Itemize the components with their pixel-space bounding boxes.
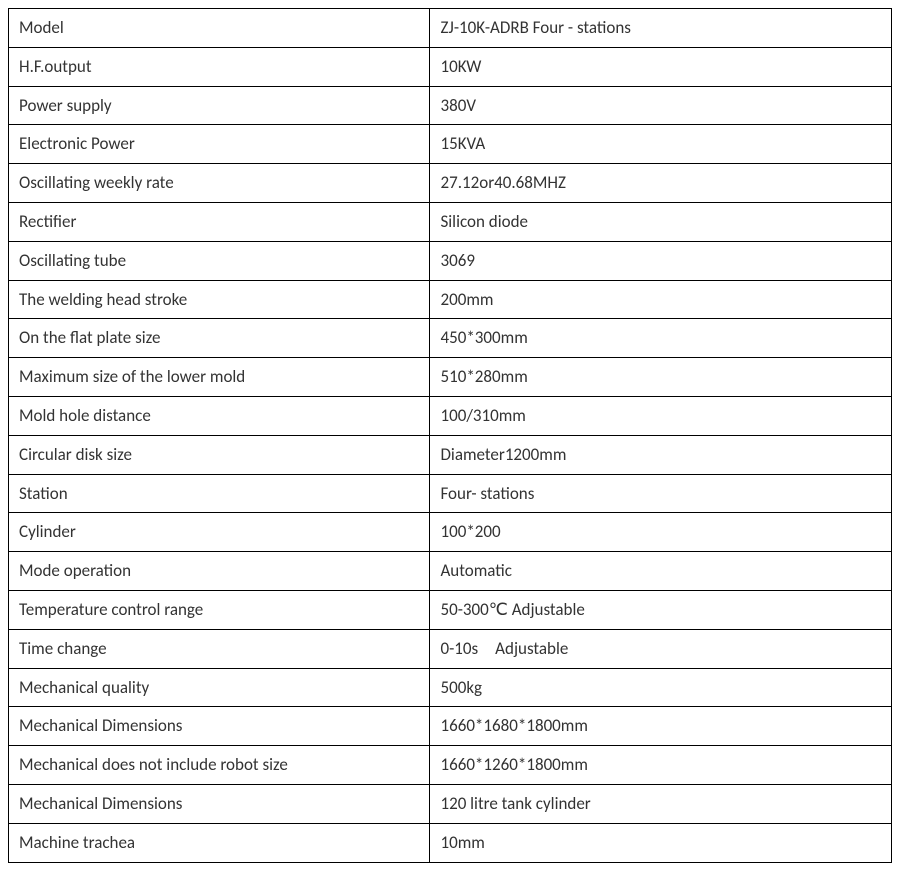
table-row: ModelZJ-10K-ADRB Four - stations <box>9 9 892 48</box>
spec-value: 15KVA <box>430 125 892 164</box>
spec-value: 3069 <box>430 241 892 280</box>
spec-value: 10mm <box>430 823 892 862</box>
spec-label: Mold hole distance <box>9 396 430 435</box>
table-row: Mechanical Dimensions1660*1680*1800mm <box>9 707 892 746</box>
spec-label: Electronic Power <box>9 125 430 164</box>
table-row: Machine trachea10mm <box>9 823 892 862</box>
spec-label: Mechanical Dimensions <box>9 707 430 746</box>
spec-value: 510*280mm <box>430 358 892 397</box>
table-row: Circular disk sizeDiameter1200mm <box>9 435 892 474</box>
spec-label: Mechanical quality <box>9 668 430 707</box>
table-row: Oscillating tube3069 <box>9 241 892 280</box>
table-row: H.F.output10KW <box>9 47 892 86</box>
spec-value: Four- stations <box>430 474 892 513</box>
table-row: Mechanical Dimensions120 litre tank cyli… <box>9 784 892 823</box>
spec-label: Machine trachea <box>9 823 430 862</box>
spec-label: Rectifier <box>9 202 430 241</box>
spec-value: 380V <box>430 86 892 125</box>
spec-value: 0-10s Adjustable <box>430 629 892 668</box>
spec-value: Diameter1200mm <box>430 435 892 474</box>
spec-label: Station <box>9 474 430 513</box>
table-row: Maximum size of the lower mold510*280mm <box>9 358 892 397</box>
spec-label: Mechanical does not include robot size <box>9 746 430 785</box>
table-row: Temperature control range50-300℃ Adjusta… <box>9 590 892 629</box>
spec-label: Model <box>9 9 430 48</box>
table-row: StationFour- stations <box>9 474 892 513</box>
table-row: Electronic Power15KVA <box>9 125 892 164</box>
spec-value: ZJ-10K-ADRB Four - stations <box>430 9 892 48</box>
spec-value: 27.12or40.68MHZ <box>430 164 892 203</box>
table-row: Oscillating weekly rate27.12or40.68MHZ <box>9 164 892 203</box>
spec-value: 50-300℃ Adjustable <box>430 590 892 629</box>
spec-label: The welding head stroke <box>9 280 430 319</box>
table-row: Mold hole distance100/310mm <box>9 396 892 435</box>
table-row: RectifierSilicon diode <box>9 202 892 241</box>
spec-label: Maximum size of the lower mold <box>9 358 430 397</box>
spec-label: Mechanical Dimensions <box>9 784 430 823</box>
spec-label: Temperature control range <box>9 590 430 629</box>
table-row: Mechanical quality500kg <box>9 668 892 707</box>
spec-value: Silicon diode <box>430 202 892 241</box>
table-row: Mechanical does not include robot size16… <box>9 746 892 785</box>
spec-label: On the flat plate size <box>9 319 430 358</box>
spec-value: 1660*1680*1800mm <box>430 707 892 746</box>
spec-value: 450*300mm <box>430 319 892 358</box>
spec-value: 10KW <box>430 47 892 86</box>
spec-label: Oscillating weekly rate <box>9 164 430 203</box>
spec-value: 1660*1260*1800mm <box>430 746 892 785</box>
spec-table: ModelZJ-10K-ADRB Four - stations H.F.out… <box>8 8 892 863</box>
table-row: Power supply380V <box>9 86 892 125</box>
spec-label: H.F.output <box>9 47 430 86</box>
spec-label: Time change <box>9 629 430 668</box>
table-row: Mode operationAutomatic <box>9 552 892 591</box>
spec-label: Power supply <box>9 86 430 125</box>
spec-table-body: ModelZJ-10K-ADRB Four - stations H.F.out… <box>9 9 892 863</box>
table-row: Time change0-10s Adjustable <box>9 629 892 668</box>
spec-label: Mode operation <box>9 552 430 591</box>
spec-label: Oscillating tube <box>9 241 430 280</box>
table-row: Cylinder100*200 <box>9 513 892 552</box>
spec-label: Cylinder <box>9 513 430 552</box>
spec-value: Automatic <box>430 552 892 591</box>
spec-value: 500kg <box>430 668 892 707</box>
spec-label: Circular disk size <box>9 435 430 474</box>
spec-value: 200mm <box>430 280 892 319</box>
table-row: On the flat plate size450*300mm <box>9 319 892 358</box>
spec-value: 100/310mm <box>430 396 892 435</box>
table-row: The welding head stroke200mm <box>9 280 892 319</box>
spec-value: 120 litre tank cylinder <box>430 784 892 823</box>
spec-value: 100*200 <box>430 513 892 552</box>
